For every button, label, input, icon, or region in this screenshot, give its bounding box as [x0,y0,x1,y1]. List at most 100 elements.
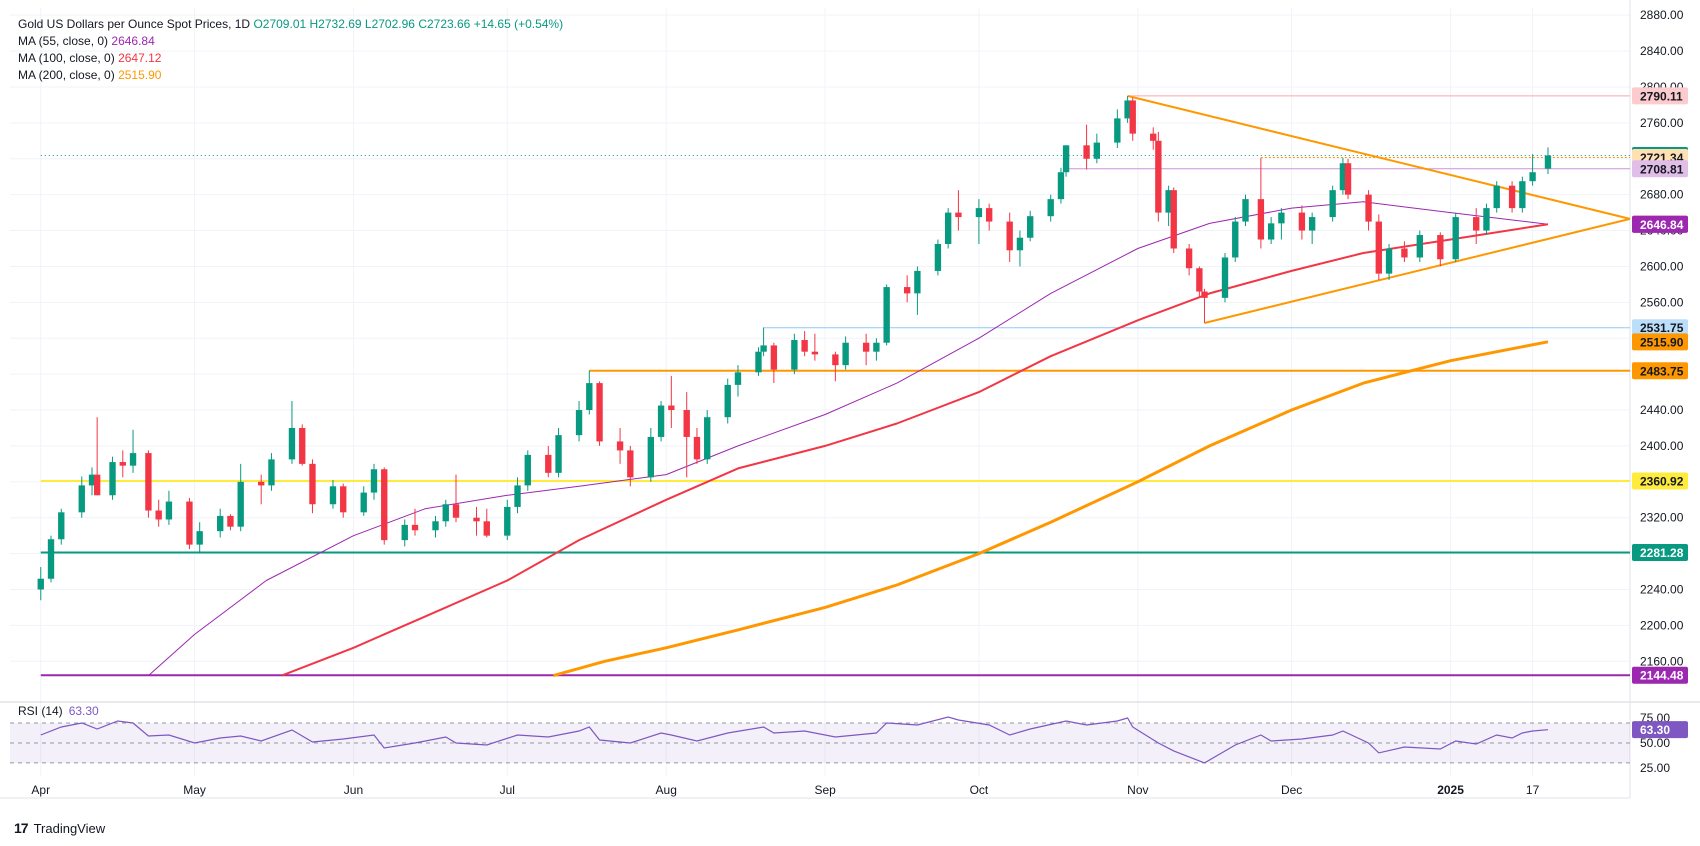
candle [145,450,152,518]
candle-body [186,501,193,545]
candle [586,370,593,415]
price-tag-bg [1632,543,1688,561]
high-value: H2732.69 [309,17,362,31]
price-tags: 2790.112723.662721.342708.812647.122646.… [1632,87,1688,684]
candle-body [734,372,742,385]
candle-body [37,578,44,590]
candle [268,453,275,491]
candle-body [1242,199,1249,222]
candle [1298,205,1306,240]
candle [288,401,296,464]
candle-body [340,486,347,513]
candle [227,514,234,531]
candle-body [955,212,962,218]
candle-body [1452,217,1459,260]
chart-legend: Gold US Dollars per Ounce Spot Prices, 1… [18,16,563,84]
rsi-line [40,716,1549,764]
candle-body [1155,140,1162,213]
tradingview-brand[interactable]: 17 TradingView [14,820,105,836]
candle-body [842,342,849,366]
candle-body [88,474,96,486]
candle [1483,203,1490,236]
candle-body [770,345,778,370]
candle-body [545,454,552,473]
candle [647,427,655,482]
candle-body [237,481,244,527]
candle-body [1298,212,1306,231]
candle [683,392,690,478]
candle [1232,217,1239,262]
candle [1308,212,1316,245]
candle-body [596,383,603,442]
candle [1452,212,1459,262]
rsi-tick-label: 25.00 [1640,761,1670,775]
time-tick-label: 17 [1526,783,1540,797]
candle-body [1150,133,1157,141]
time-tick-label: Jul [500,783,515,797]
candle [791,333,798,375]
candle-body [627,450,634,478]
time-tick-label: Jun [344,783,363,797]
price-tick-label: 2320.00 [1640,511,1684,525]
candle [1278,208,1285,240]
candle-body [724,384,731,418]
candle [155,499,162,527]
price-tag: 2360.92 [1632,472,1688,490]
candle-body [693,436,701,460]
candle [704,410,711,464]
legend-ma55[interactable]: MA (55, close, 0) 2646.84 [18,33,563,50]
candle [1155,131,1162,222]
candle [734,365,742,397]
candle-body [914,270,921,294]
brand-name: TradingView [33,820,106,836]
legend-ma100[interactable]: MA (100, close, 0) 2647.12 [18,50,563,67]
candle [165,490,173,525]
candle [1196,266,1203,297]
candle [627,445,634,487]
candle-body [504,506,511,536]
price-tag: 2646.84 [1632,215,1688,233]
candle-body [129,453,137,466]
price-tag: 2708.81 [1632,160,1688,178]
candle [217,508,224,538]
candle-body [288,427,296,460]
rsi-legend[interactable]: RSI (14) 63.30 [18,704,99,718]
candle-body [647,436,655,478]
candle-body [1278,212,1285,224]
candle [1508,181,1516,213]
legend-ma200[interactable]: MA (200, close, 0) 2515.90 [18,67,563,84]
candle-body [1329,190,1336,218]
price-tag-label: 2790.11 [1640,89,1683,103]
candle [1339,157,1347,195]
candle-body [575,410,583,436]
price-tick-label: 2200.00 [1640,618,1684,632]
candle [93,417,101,496]
candle [1150,127,1157,150]
candle-body [1493,185,1500,209]
candle [1529,154,1536,186]
candle [770,342,778,384]
candle-body [1006,221,1013,251]
time-tick-label: Oct [970,783,989,797]
candle [934,239,942,276]
rsi-tag-label: 63.30 [1640,723,1670,737]
trendline [1204,217,1631,324]
candle [47,535,55,583]
candle-body [1057,172,1065,200]
candle-body [1401,248,1408,258]
price-tick-label: 2160.00 [1640,654,1684,668]
candle [1170,187,1177,253]
candle [1344,158,1352,200]
candle-body [155,510,162,520]
candle-body [1483,208,1490,231]
price-tag: 2281.28 [1632,543,1688,561]
candle [1437,232,1444,267]
candle [504,499,511,541]
rsi-tag-bg [1632,721,1688,739]
candle-body [309,463,316,505]
candle [514,477,521,514]
change-value: +14.65 (+0.54%) [473,17,564,31]
candle-body [452,504,460,518]
price-tick-label: 2840.00 [1640,44,1684,58]
